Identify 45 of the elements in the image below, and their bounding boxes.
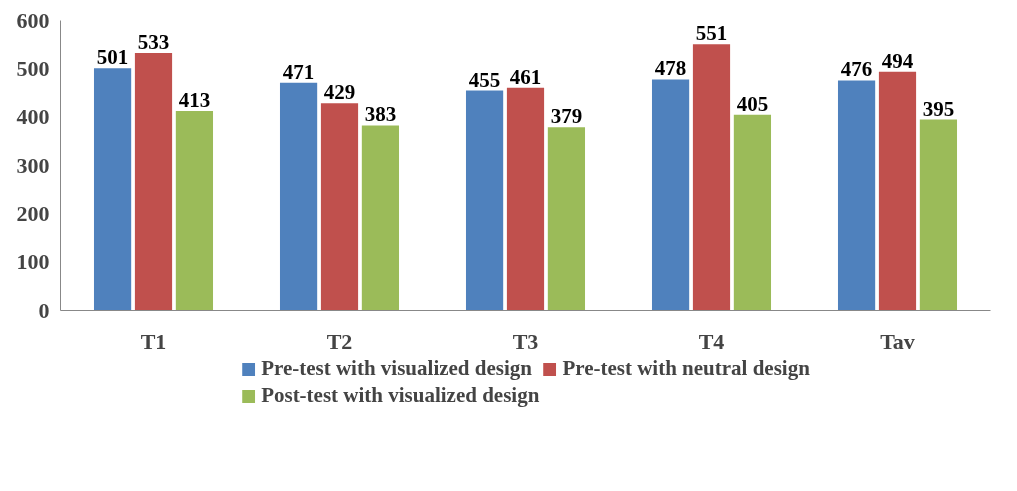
y-tick-label: 400 (16, 104, 50, 130)
legend-label: Post-test with visualized design (261, 383, 540, 408)
bar (175, 110, 214, 311)
bar (465, 90, 504, 311)
data-label: 501 (96, 45, 129, 70)
x-tick-label: Tav (880, 328, 915, 354)
data-label: 533 (137, 29, 170, 54)
data-label: 551 (695, 21, 728, 46)
y-tick-label: 100 (16, 249, 50, 275)
legend-label: Pre-test with visualized design (261, 356, 532, 381)
x-tick-label: T1 (140, 328, 167, 354)
bar (547, 127, 586, 311)
data-label: 461 (509, 64, 542, 89)
data-label: 395 (922, 96, 955, 121)
y-tick-label: 200 (16, 200, 50, 226)
data-label: 455 (468, 67, 501, 92)
bar (692, 44, 731, 311)
y-tick-label: 600 (16, 7, 50, 33)
bar (361, 125, 400, 311)
y-tick-label: 0 (38, 297, 50, 323)
bar (733, 114, 772, 311)
data-label: 476 (840, 57, 873, 82)
data-label: 413 (178, 87, 211, 112)
bar (506, 87, 545, 311)
bar (878, 71, 917, 311)
data-label: 429 (323, 80, 356, 105)
y-tick-label: 300 (16, 152, 50, 178)
data-label: 405 (736, 91, 769, 116)
x-tick-label: T2 (326, 328, 353, 354)
data-label: 494 (881, 48, 914, 73)
bar (320, 103, 359, 311)
bar (837, 80, 876, 311)
bar (651, 79, 690, 311)
x-tick-label: T4 (698, 328, 725, 354)
data-label: 383 (364, 102, 397, 127)
y-tick-label: 500 (16, 55, 50, 81)
x-tick-label: T3 (512, 328, 539, 354)
bar (279, 82, 318, 311)
bar (93, 68, 132, 311)
data-label: 379 (550, 104, 583, 129)
bar (919, 119, 958, 311)
data-label: 478 (654, 56, 687, 81)
bar (134, 52, 173, 311)
data-label: 471 (282, 59, 315, 84)
legend-label: Pre-test with neutral design (562, 356, 810, 381)
